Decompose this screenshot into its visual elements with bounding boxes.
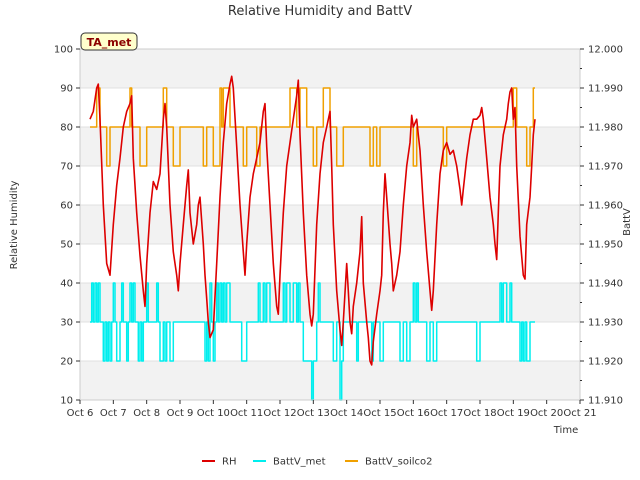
y-axis-right-ticks: 11.910 11.920 11.930 11.940 11.950 11.960 11.9…: [580, 45, 623, 407]
y-axis-right-label: BattV: [622, 208, 633, 236]
legend: RH BattV_met BattV_soilco2: [202, 457, 433, 468]
x-tick-label: Oct 19: [497, 408, 530, 419]
y-right-tick-label: 12.000: [588, 45, 623, 56]
legend-label: BattV_met: [273, 457, 326, 468]
annotation-badge-text: TA_met: [87, 36, 132, 49]
series-line-battv-soilco2: [90, 87, 535, 167]
plot-band: [80, 205, 580, 244]
y-right-tick-label: 11.960: [588, 201, 623, 212]
x-tick-label: Oct 17: [430, 408, 463, 419]
plot-bands: [80, 49, 580, 400]
x-tick-label: Oct 6: [67, 408, 94, 419]
y-right-tick-label: 11.940: [588, 279, 623, 290]
y-left-tick-label: 20: [60, 357, 73, 368]
series-line-battv-met: [90, 282, 535, 401]
series-layer: [89, 75, 536, 401]
legend-item-battv-met: BattV_met: [253, 457, 326, 468]
legend-label: BattV_soilco2: [365, 457, 433, 468]
x-tick-label: Oct 12: [263, 408, 296, 419]
series-line-rh: [89, 75, 536, 366]
x-tick-label: Oct 16: [397, 408, 430, 419]
y-right-tick-label: 11.920: [588, 357, 623, 368]
plot-band: [80, 49, 580, 88]
y-left-tick-label: 100: [54, 45, 73, 56]
x-tick-label: Oct 14: [330, 408, 363, 419]
x-tick-label: Oct 7: [100, 408, 127, 419]
plot-band: [80, 283, 580, 322]
legend-item-battv-soilco2: BattV_soilco2: [345, 457, 433, 468]
y-left-tick-label: 80: [60, 123, 73, 134]
plot-band: [80, 361, 580, 400]
x-tick-label: Oct 13: [297, 408, 330, 419]
x-axis-ticks: Oct 6 Oct 7 Oct 8 Oct 9 Oct 10 Oct 11 Oct 12 Oc…: [67, 400, 597, 419]
y-left-tick-label: 10: [60, 396, 73, 407]
x-tick-label: Oct 10: [197, 408, 230, 419]
y-right-tick-label: 11.950: [588, 240, 623, 251]
x-tick-label: Oct 11: [230, 408, 263, 419]
y-axis-left-ticks: 10 20 30 40 50 60 70 80 90 100: [54, 45, 80, 407]
y-left-tick-label: 70: [60, 162, 73, 173]
y-axis-left-label: Relative Humidity: [9, 181, 20, 270]
x-tick-label: Oct 18: [463, 408, 496, 419]
y-left-tick-label: 30: [60, 318, 73, 329]
x-axis-label: Time: [553, 425, 578, 436]
x-tick-label: Oct 21: [563, 408, 596, 419]
x-tick-label: Oct 20: [530, 408, 563, 419]
x-tick-label: Oct 9: [167, 408, 194, 419]
y-right-tick-label: 11.930: [588, 318, 623, 329]
y-left-tick-label: 90: [60, 84, 73, 95]
y-left-tick-label: 60: [60, 201, 73, 212]
x-tick-label: Oct 8: [133, 408, 160, 419]
legend-label: RH: [222, 457, 236, 468]
y-right-tick-label: 11.990: [588, 84, 623, 95]
legend-item-rh: RH: [202, 457, 236, 468]
y-left-tick-label: 40: [60, 279, 73, 290]
annotation-badge: TA_met: [80, 32, 138, 51]
annotation-badge-box: [80, 32, 138, 51]
y-right-tick-label: 11.980: [588, 123, 623, 134]
y-right-tick-label: 11.970: [588, 162, 623, 173]
y-right-tick-label: 11.910: [588, 396, 623, 407]
x-tick-label: Oct 15: [363, 408, 396, 419]
chart-title: Relative Humidity and BattV: [228, 4, 412, 19]
y-left-tick-label: 50: [60, 240, 73, 251]
